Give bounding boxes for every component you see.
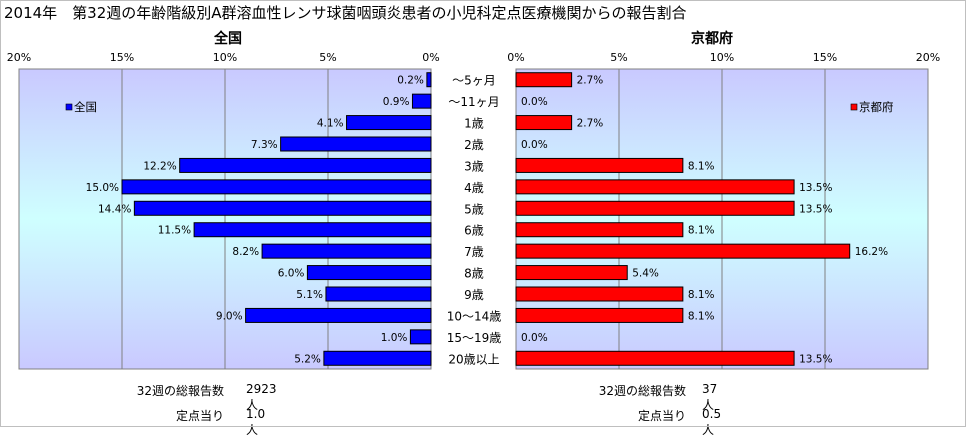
- kyoto-data-label: 16.2%: [855, 246, 888, 258]
- category-label: 9歳: [464, 288, 484, 302]
- kyoto-bar: [515, 350, 795, 366]
- right-per-label: 定点当り: [637, 409, 686, 423]
- national-data-label: 6.0%: [278, 268, 305, 280]
- kyoto-data-label: 2.7%: [577, 75, 604, 87]
- national-data-label: 5.1%: [296, 289, 323, 301]
- kyoto-data-label: 5.4%: [632, 268, 659, 280]
- kyoto-tick-label: 10%: [710, 51, 734, 64]
- right-per-value: 0.5人: [702, 407, 722, 437]
- national-data-label: 15.0%: [86, 182, 119, 194]
- national-bar: [346, 115, 432, 131]
- category-label: 8歳: [464, 267, 484, 281]
- category-label: 4歳: [464, 181, 484, 195]
- left-per-label: 定点当り: [175, 409, 224, 423]
- national-bar: [323, 350, 432, 366]
- national-bar: [133, 200, 432, 216]
- kyoto-data-label: 8.1%: [688, 289, 715, 301]
- kyoto-legend-swatch: [850, 103, 858, 111]
- category-label: 3歳: [464, 159, 484, 173]
- category-label: ～5ヶ月: [452, 74, 496, 88]
- national-bar: [193, 222, 432, 238]
- national-bar: [306, 265, 432, 281]
- category-label: 1歳: [464, 117, 484, 131]
- kyoto-data-label: 0.0%: [521, 139, 548, 151]
- national-panel-title: 全国: [213, 30, 242, 47]
- chart-title: 2014年 第32週の年齢階級別A群溶血性レンサ球菌咽頭炎患者の小児科定点医療機…: [4, 4, 687, 22]
- national-data-label: 11.5%: [158, 225, 191, 237]
- category-label: 2歳: [464, 138, 484, 152]
- national-data-label: 8.2%: [232, 246, 259, 258]
- kyoto-tick-label: 5%: [610, 51, 627, 64]
- kyoto-bar: [515, 115, 573, 131]
- right-total-value: 37人: [702, 382, 718, 412]
- national-data-label: 4.1%: [317, 118, 344, 130]
- national-data-label: 0.9%: [383, 96, 410, 108]
- kyoto-tick-label: 20%: [916, 51, 940, 64]
- kyoto-data-label: 8.1%: [688, 160, 715, 172]
- national-tick-label: 0%: [422, 51, 439, 64]
- national-bar: [121, 179, 432, 195]
- category-label: 6歳: [464, 224, 484, 238]
- national-data-label: 0.2%: [397, 75, 424, 87]
- national-data-label: 9.0%: [216, 310, 243, 322]
- kyoto-tick-label: 0%: [507, 51, 524, 64]
- left-total-label: 32週の総報告数: [136, 384, 224, 398]
- national-bar: [179, 157, 432, 173]
- national-bar: [261, 243, 432, 259]
- population-pyramid-chart: 20% 15% 10% 5% 0%全国全国0.2%0.9%4.1%7.3%12.2%15…: [7, 30, 940, 370]
- national-data-label: 1.0%: [381, 332, 408, 344]
- national-data-label: 7.3%: [251, 139, 278, 151]
- category-label: 15～19歳: [447, 331, 502, 345]
- kyoto-data-label: 0.0%: [521, 96, 548, 108]
- national-bar: [411, 93, 432, 109]
- kyoto-bar: [515, 307, 684, 323]
- national-legend-swatch: [65, 103, 73, 111]
- kyoto-data-label: 13.5%: [799, 353, 832, 365]
- national-tick-label: 10%: [213, 51, 237, 64]
- national-tick-label: 20%: [7, 51, 31, 64]
- kyoto-bar: [515, 243, 851, 259]
- kyoto-bar: [515, 222, 684, 238]
- kyoto-bar: [515, 265, 628, 281]
- national-bar: [280, 136, 432, 152]
- national-tick-label: 15%: [110, 51, 134, 64]
- category-label: ～11ヶ月: [448, 95, 499, 109]
- national-bar: [245, 307, 432, 323]
- national-data-label: 14.4%: [98, 203, 131, 215]
- kyoto-bar: [515, 179, 795, 195]
- category-label: 7歳: [464, 245, 484, 259]
- category-label: 5歳: [464, 202, 484, 216]
- kyoto-bar: [515, 286, 684, 302]
- right-total-label: 32週の総報告数: [598, 384, 686, 398]
- national-data-label: 12.2%: [143, 160, 176, 172]
- kyoto-data-label: 13.5%: [799, 203, 832, 215]
- kyoto-data-label: 8.1%: [688, 225, 715, 237]
- kyoto-data-label: 8.1%: [688, 310, 715, 322]
- kyoto-panel-title: 京都府: [691, 30, 733, 47]
- national-data-label: 5.2%: [294, 353, 321, 365]
- national-bar: [409, 329, 432, 345]
- kyoto-bar: [515, 200, 795, 216]
- national-bar: [325, 286, 432, 302]
- kyoto-bar: [515, 157, 684, 173]
- kyoto-data-label: 13.5%: [799, 182, 832, 194]
- left-total-value: 2923人: [246, 382, 277, 412]
- left-per-value: 1.0人: [246, 407, 266, 437]
- category-label: 20歳以上: [448, 352, 499, 366]
- kyoto-data-label: 2.7%: [577, 118, 604, 130]
- kyoto-legend-label: 京都府: [859, 100, 894, 114]
- category-label: 10～14歳: [447, 309, 502, 323]
- national-legend-label: 全国: [74, 100, 97, 114]
- kyoto-bar: [515, 72, 573, 88]
- kyoto-tick-label: 15%: [813, 51, 837, 64]
- national-tick-label: 5%: [319, 51, 336, 64]
- national-bar: [426, 72, 432, 88]
- kyoto-data-label: 0.0%: [521, 332, 548, 344]
